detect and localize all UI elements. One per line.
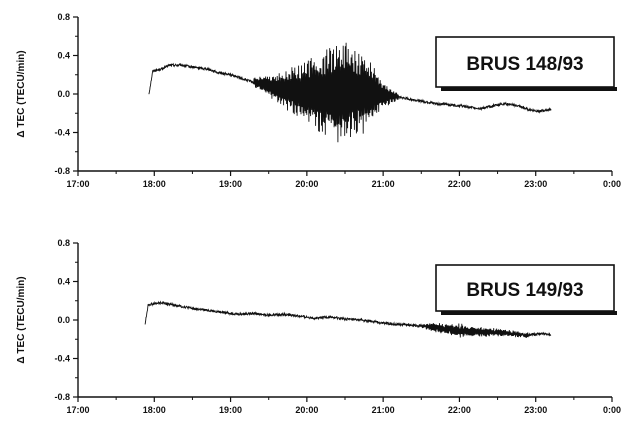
x-tick-label: 22:00: [448, 179, 471, 189]
x-tick-label: 18:00: [143, 179, 166, 189]
y-tick-label: 0.4: [57, 277, 70, 287]
y-axis-label: Δ TEC (TECU/min): [16, 50, 27, 137]
x-tick-label: 19:00: [219, 179, 242, 189]
x-tick-label: 0:00: [603, 179, 621, 189]
x-tick-label: 19:00: [219, 405, 242, 415]
y-tick-label: -0.8: [54, 392, 70, 402]
y-tick-label: -0.4: [54, 128, 70, 138]
x-tick-label: 22:00: [448, 405, 471, 415]
y-tick-label: 0.0: [57, 315, 70, 325]
x-tick-label: 23:00: [524, 179, 547, 189]
x-tick-label: 21:00: [372, 405, 395, 415]
series-line: [148, 42, 552, 143]
y-tick-label: 0.0: [57, 89, 70, 99]
annotation-box-shadow: [441, 87, 617, 91]
y-axis-label: Δ TEC (TECU/min): [16, 276, 27, 363]
series-line: [144, 300, 552, 339]
y-tick-label: -0.4: [54, 354, 70, 364]
x-tick-label: 21:00: [372, 179, 395, 189]
panel-brus-149: Δ TEC (TECU/min) BRUS 149/93 0.8 0.4 0.0 -0…: [16, 238, 621, 415]
annotation-label: BRUS 149/93: [466, 280, 583, 301]
x-tick-label: 0:00: [603, 405, 621, 415]
y-tick-label: -0.8: [54, 166, 70, 176]
x-tick-label: 20:00: [295, 179, 318, 189]
x-tick-label: 20:00: [295, 405, 318, 415]
x-tick-label: 17:00: [66, 179, 89, 189]
y-tick-label: 0.4: [57, 51, 70, 61]
x-tick-label: 23:00: [524, 405, 547, 415]
annotation-label: BRUS 148/93: [466, 54, 583, 75]
x-tick-label: 18:00: [143, 405, 166, 415]
y-tick-label: 0.8: [57, 238, 70, 248]
annotation-box-shadow: [441, 311, 617, 315]
panel-brus-148: Δ TEC (TECU/min) BRUS 148/93 0.8 0.4 0.0 -0…: [16, 12, 621, 189]
x-tick-label: 17:00: [66, 405, 89, 415]
annotation-box: [435, 264, 615, 312]
annotation-box: [435, 36, 615, 88]
y-tick-label: 0.8: [57, 12, 70, 22]
